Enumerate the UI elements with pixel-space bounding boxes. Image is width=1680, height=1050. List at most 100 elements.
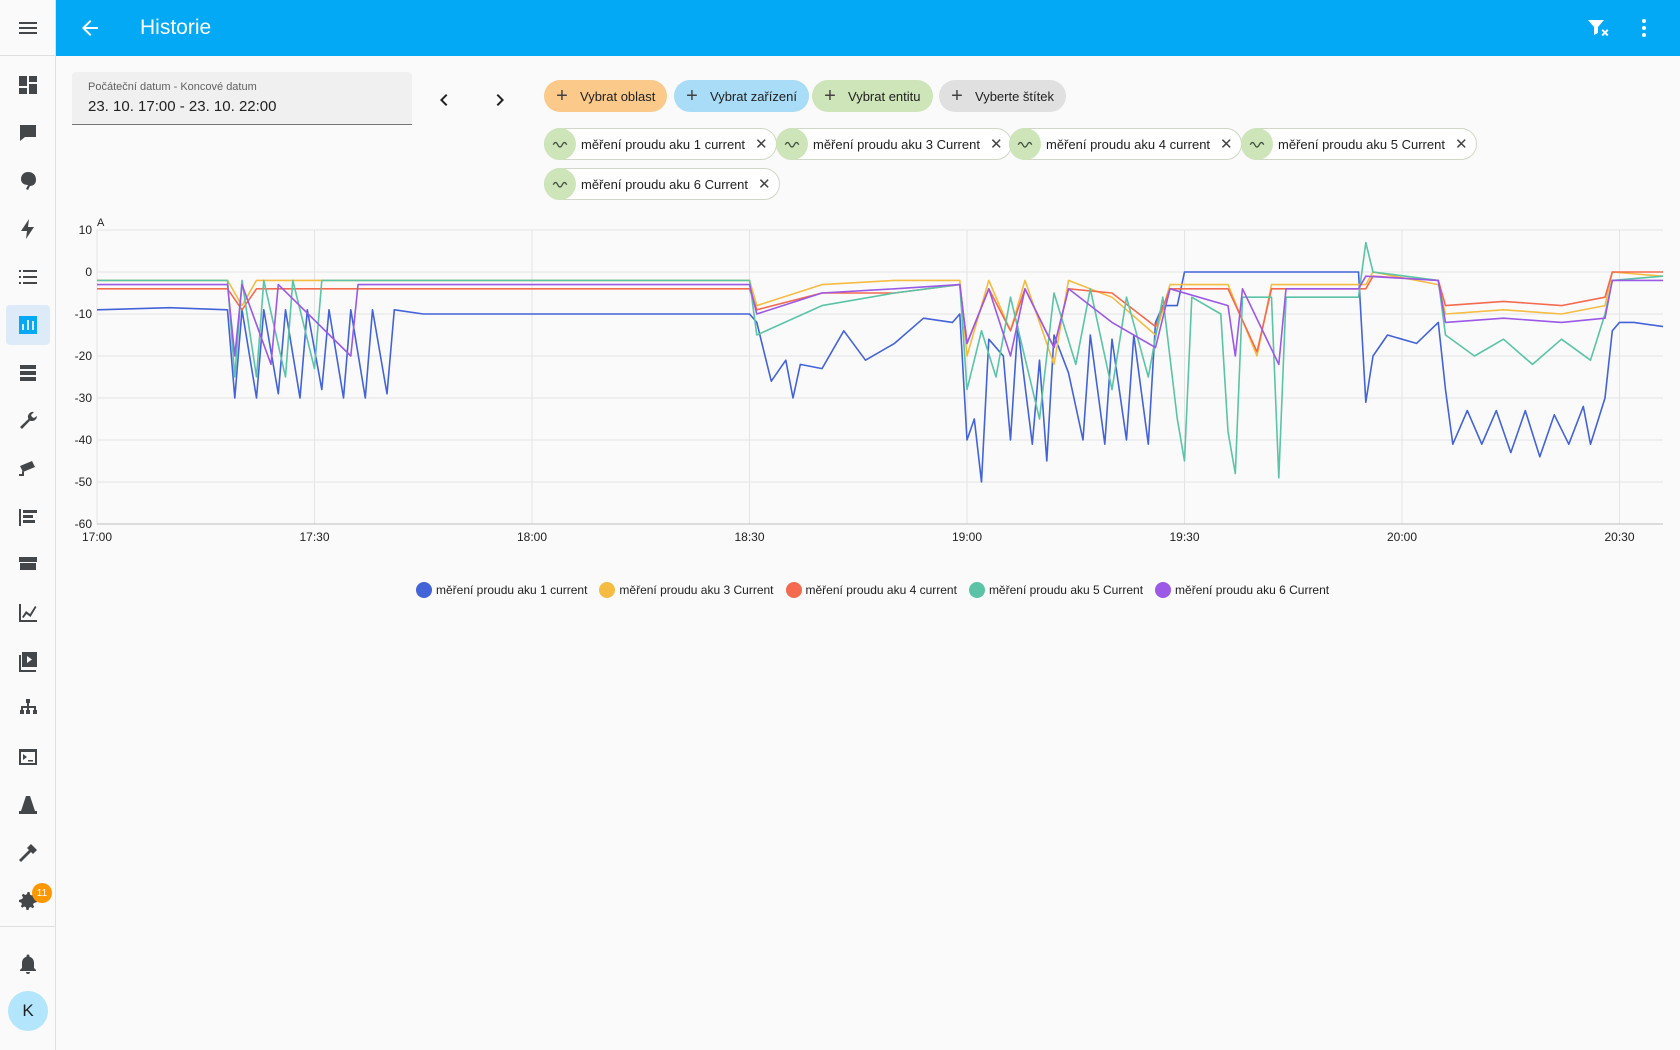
x-tick-label: 19:00 [952, 530, 982, 544]
next-range-button[interactable] [484, 84, 516, 116]
sidebar-item-settings[interactable]: 11 [6, 881, 52, 921]
entity-chip-label: měření proudu aku 4 current [1046, 136, 1211, 152]
remove-entity-icon[interactable]: ✕ [1220, 135, 1233, 153]
legend-item[interactable]: měření proudu aku 5 Current [968, 582, 1144, 598]
y-axis-unit: A [97, 217, 105, 229]
media-icon [20, 365, 36, 381]
area-picker-label: Vybrat oblast [580, 88, 656, 104]
legend-item[interactable]: měření proudu aku 6 Current [1155, 582, 1329, 598]
logbook-icon [19, 270, 37, 284]
legend-item[interactable]: měření proudu aku 3 Current [599, 582, 774, 598]
sidebar-item-network[interactable] [6, 689, 50, 729]
previous-range-button[interactable] [428, 84, 460, 116]
sine-wave-icon [1241, 128, 1273, 160]
sidebar-item-logbook[interactable] [6, 257, 50, 297]
back-button[interactable] [76, 14, 104, 42]
legend-label: měření proudu aku 1 current [436, 583, 588, 597]
remove-entity-icon[interactable]: ✕ [755, 135, 768, 153]
sidebar-item-map[interactable] [6, 113, 50, 153]
cone-icon [19, 796, 37, 814]
legend-item[interactable]: měření proudu aku 1 current [416, 582, 587, 598]
legend-label: měření proudu aku 6 Current [1175, 583, 1330, 597]
date-range-picker[interactable]: Počáteční datum - Koncové datum 23. 10. … [72, 72, 412, 125]
sidebar-item-cone[interactable] [6, 785, 50, 825]
y-tick-label: -40 [75, 433, 93, 447]
entity-chip[interactable]: měření proudu aku 5 Current ✕ [1241, 128, 1477, 160]
sidebar-item-media-browser[interactable] [6, 641, 50, 681]
sidebar-divider [0, 926, 56, 927]
sidebar-item-hammer[interactable] [6, 833, 50, 873]
entity-chip[interactable]: měření proudu aku 6 Current ✕ [544, 168, 780, 200]
sidebar-item-dashboard[interactable] [6, 65, 50, 105]
entity-chip-label: měření proudu aku 5 Current [1278, 136, 1445, 152]
date-range-label: Počáteční datum - Koncové datum [88, 81, 257, 93]
legend-color-dot [1155, 582, 1172, 598]
plus-icon: + [686, 85, 698, 107]
cctv-icon [19, 461, 35, 476]
device-picker-label: Vybrat zařízení [710, 88, 797, 104]
series-line [97, 271, 1663, 353]
notifications-button[interactable] [6, 944, 50, 984]
sidebar-item-terminal[interactable] [6, 737, 50, 777]
sidebar: 11 K [0, 0, 56, 1050]
entity-chip[interactable]: měření proudu aku 4 current ✕ [1009, 128, 1242, 160]
label-picker-button[interactable]: + Vyberte štítek [939, 80, 1066, 112]
chart-icon [19, 604, 37, 622]
sidebar-item-wrench[interactable] [6, 401, 50, 441]
entity-chip[interactable]: měření proudu aku 1 current ✕ [544, 128, 777, 160]
entity-chip-label: měření proudu aku 3 Current [813, 136, 980, 152]
media-browser-icon [19, 652, 37, 672]
plus-icon: + [951, 85, 963, 107]
legend-color-dot [416, 582, 432, 598]
sidebar-item-list[interactable] [6, 497, 50, 537]
legend-label: měření proudu aku 3 Current [619, 583, 774, 597]
sidebar-item-media[interactable] [6, 353, 50, 393]
sidebar-item-cctv[interactable] [6, 449, 50, 489]
clear-filter-button[interactable] [1584, 14, 1612, 42]
notification-badge: 11 [32, 883, 52, 903]
history-icon [19, 316, 37, 334]
sidebar-item-lightning[interactable] [6, 209, 50, 249]
series-line [96, 271, 1664, 483]
entity-picker-button[interactable]: + Vybrat entitu [812, 80, 933, 112]
entity-chip[interactable]: měření proudu aku 3 Current ✕ [776, 128, 1012, 160]
arrow-left-icon [82, 20, 98, 36]
chart-legend: měření proudu aku 1 current měření proudu… [416, 582, 1341, 598]
remove-entity-icon[interactable]: ✕ [1454, 135, 1468, 153]
remove-entity-icon[interactable]: ✕ [757, 175, 771, 193]
avatar[interactable]: K [8, 991, 48, 1031]
hamburger-icon [19, 21, 37, 34]
series-line [97, 275, 1663, 366]
y-tick-label: 0 [85, 265, 92, 279]
legend-label: měření proudu aku 4 current [805, 583, 957, 597]
device-picker-button[interactable]: + Vybrat zařízení [674, 80, 809, 112]
entity-chip-label: měření proudu aku 6 Current [581, 176, 748, 192]
entity-chip-label: měření proudu aku 1 current [581, 136, 746, 152]
sidebar-item-history[interactable] [6, 305, 50, 345]
hacs-icon [19, 557, 37, 570]
lightning-icon [21, 219, 34, 239]
overflow-menu-button[interactable] [1630, 14, 1658, 42]
legend-color-dot [968, 582, 985, 598]
menu-button[interactable] [0, 0, 56, 56]
sine-wave-icon [776, 128, 808, 160]
remove-entity-icon[interactable]: ✕ [989, 135, 1003, 153]
area-picker-button[interactable]: + Vybrat oblast [544, 80, 668, 112]
legend-color-dot [599, 582, 616, 598]
chevron-right-icon [496, 94, 504, 106]
x-tick-label: 20:30 [1604, 530, 1634, 544]
network-icon [20, 699, 37, 714]
sidebar-item-hacs[interactable] [6, 545, 50, 585]
y-tick-label: -60 [75, 517, 93, 531]
x-tick-label: 17:30 [299, 530, 329, 544]
legend-label: měření proudu aku 5 Current [988, 583, 1144, 597]
sidebar-item-energy-leaf[interactable] [6, 161, 50, 201]
sine-wave-icon [544, 128, 576, 160]
sidebar-item-chart[interactable] [6, 593, 50, 633]
x-tick-label: 20:00 [1387, 530, 1417, 544]
legend-item[interactable]: měření proudu aku 4 current [785, 582, 957, 598]
y-tick-label: -50 [75, 475, 93, 489]
plus-icon: + [556, 85, 568, 107]
plus-icon: + [824, 85, 836, 107]
